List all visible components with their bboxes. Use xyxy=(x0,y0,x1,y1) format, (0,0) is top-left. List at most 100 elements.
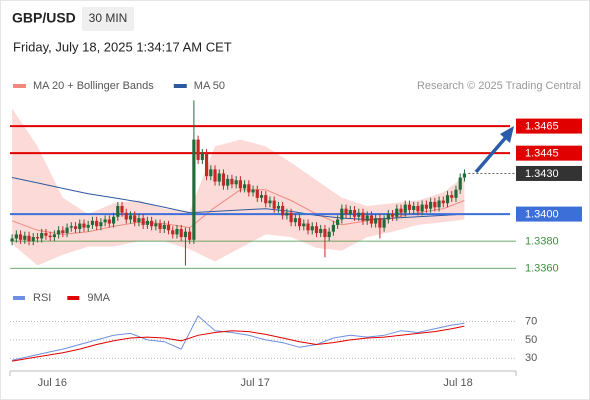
candle-body xyxy=(247,184,251,193)
y-tick-label: 70 xyxy=(525,315,537,327)
candle-body xyxy=(192,139,196,240)
candle-body xyxy=(188,231,192,240)
candle-body xyxy=(27,235,31,242)
candle-body xyxy=(204,153,209,177)
candle-body xyxy=(69,226,73,228)
level-label: 1.3465 xyxy=(525,120,559,132)
candle-body xyxy=(450,195,454,198)
candle-body xyxy=(289,212,293,223)
candle-body xyxy=(323,228,327,238)
candle-body xyxy=(183,231,188,238)
candle-body xyxy=(437,200,441,208)
level-label: 1.3380 xyxy=(525,236,559,248)
candle-body xyxy=(264,195,268,204)
symbol: GBP/USD xyxy=(12,10,76,26)
candle-body xyxy=(35,237,40,239)
credit: Research © 2025 Trading Central xyxy=(417,80,581,92)
candle-body xyxy=(281,205,285,216)
candle-body xyxy=(243,184,247,189)
candle-body xyxy=(116,205,120,217)
x-tick-label: Jul 18 xyxy=(443,377,472,389)
candle-body xyxy=(99,222,103,227)
x-tick-label: Jul 17 xyxy=(240,377,269,389)
candle-body xyxy=(251,189,255,193)
candle-body xyxy=(40,233,44,239)
candle-body xyxy=(302,223,306,227)
candle-body xyxy=(103,219,107,223)
level-label: 1.3445 xyxy=(525,148,559,160)
candle-body xyxy=(145,220,149,225)
candle-body xyxy=(78,223,82,229)
candle-body xyxy=(65,227,69,234)
candle-body xyxy=(454,189,458,198)
candle-body xyxy=(196,139,200,160)
candle-body xyxy=(179,228,183,238)
x-tick-label: Jul 16 xyxy=(38,377,67,389)
candle-body xyxy=(107,219,111,224)
level-label: 1.3400 xyxy=(525,208,559,220)
candle-body xyxy=(348,210,352,215)
candle-body xyxy=(462,173,467,178)
candle-body xyxy=(399,208,403,213)
candle-body xyxy=(111,216,116,224)
y-tick-label: 30 xyxy=(525,352,537,364)
timeframe: 30 MIN xyxy=(89,11,128,25)
candle-body xyxy=(226,178,230,186)
level-label: 1.3360 xyxy=(525,263,559,275)
candle-body xyxy=(124,212,128,220)
indicator-line xyxy=(12,325,465,362)
candle-body xyxy=(213,169,217,182)
level-tag xyxy=(516,145,582,161)
candle-body xyxy=(293,218,297,223)
candle-body xyxy=(458,177,462,190)
candle-body xyxy=(141,218,145,225)
timeframe-box xyxy=(82,7,134,31)
candle-body xyxy=(361,212,365,221)
candle-body xyxy=(441,200,445,204)
candle-body xyxy=(255,189,259,198)
candle-body xyxy=(314,226,319,234)
candle-body xyxy=(162,224,166,229)
candle-body xyxy=(57,230,61,235)
candle-body xyxy=(166,224,171,231)
y-tick-label: 50 xyxy=(525,334,537,346)
candle-body xyxy=(327,231,331,238)
legend-label: MA 20 + Bollinger Bands xyxy=(33,80,154,92)
candle-body xyxy=(285,212,289,216)
candle-body xyxy=(429,201,433,209)
candle-body xyxy=(407,204,412,211)
candle-body xyxy=(340,208,344,220)
candle-body xyxy=(73,226,78,229)
candle-body xyxy=(374,218,378,224)
candle-body xyxy=(386,214,390,220)
candle-body xyxy=(120,205,124,213)
candle-body xyxy=(234,180,238,185)
candle-body xyxy=(52,234,56,238)
candle-body xyxy=(319,228,323,234)
candle-body xyxy=(128,215,133,220)
candle-body xyxy=(445,195,450,204)
candle-body xyxy=(230,178,234,185)
candle-body xyxy=(331,224,335,232)
candle-body xyxy=(175,228,179,235)
level-tag xyxy=(516,206,582,222)
candle-body xyxy=(306,223,310,231)
candle-body xyxy=(217,173,221,182)
candle-body xyxy=(276,205,281,209)
candle-body xyxy=(90,220,95,225)
candle-body xyxy=(310,226,314,231)
candle-body xyxy=(82,223,86,228)
level-label: 1.3430 xyxy=(525,168,559,180)
candle-body xyxy=(390,214,395,217)
forecast-arrowhead xyxy=(500,126,514,143)
candle-body xyxy=(344,208,348,215)
candle-body xyxy=(48,235,52,238)
indicator-line xyxy=(11,315,465,361)
candle-body xyxy=(238,180,242,189)
candle-body xyxy=(268,200,272,204)
candle-body xyxy=(412,205,416,211)
candle-body xyxy=(10,238,14,242)
candle-body xyxy=(259,195,264,198)
candle-body xyxy=(95,220,99,227)
candle-body xyxy=(336,219,340,225)
